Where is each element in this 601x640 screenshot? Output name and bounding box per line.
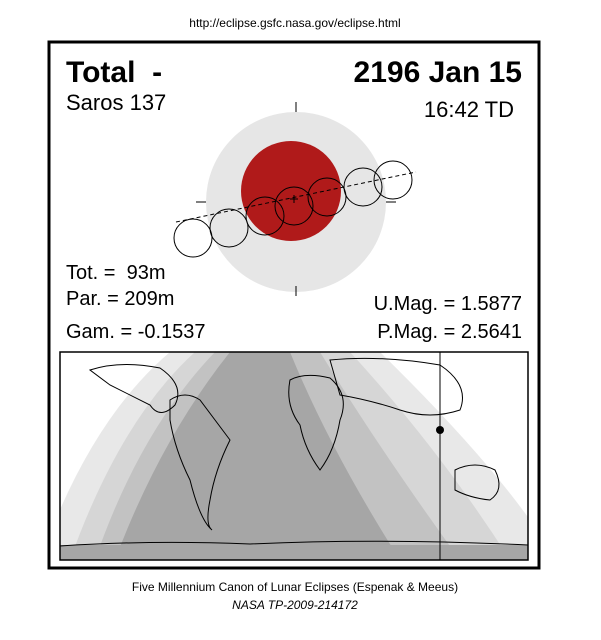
penumbral-magnitude: P.Mag. = 2.5641 [377, 321, 522, 343]
visibility-map [59, 351, 529, 561]
moon-positions [173, 160, 413, 258]
partial-duration: Par. = 209m [66, 288, 174, 310]
gamma: Gam. = -0.1537 [66, 321, 206, 343]
time: 16:42 TD [424, 97, 514, 122]
eclipse-type: Total - [66, 56, 162, 89]
eclipse-date: 2196 Jan 15 [354, 56, 522, 89]
total-duration: Tot. = 93m [66, 262, 166, 284]
umbral-magnitude: U.Mag. = 1.5877 [374, 293, 522, 315]
canon-credit: Five Millennium Canon of Lunar Eclipses … [132, 580, 458, 594]
saros: Saros 137 [66, 90, 166, 115]
publication: NASA TP-2009-214172 [232, 598, 358, 612]
url: http://eclipse.gsfc.nasa.gov/eclipse.htm… [189, 16, 400, 30]
umbra [241, 141, 341, 241]
eclipse-diagram [173, 102, 417, 296]
moon-path [175, 171, 417, 223]
